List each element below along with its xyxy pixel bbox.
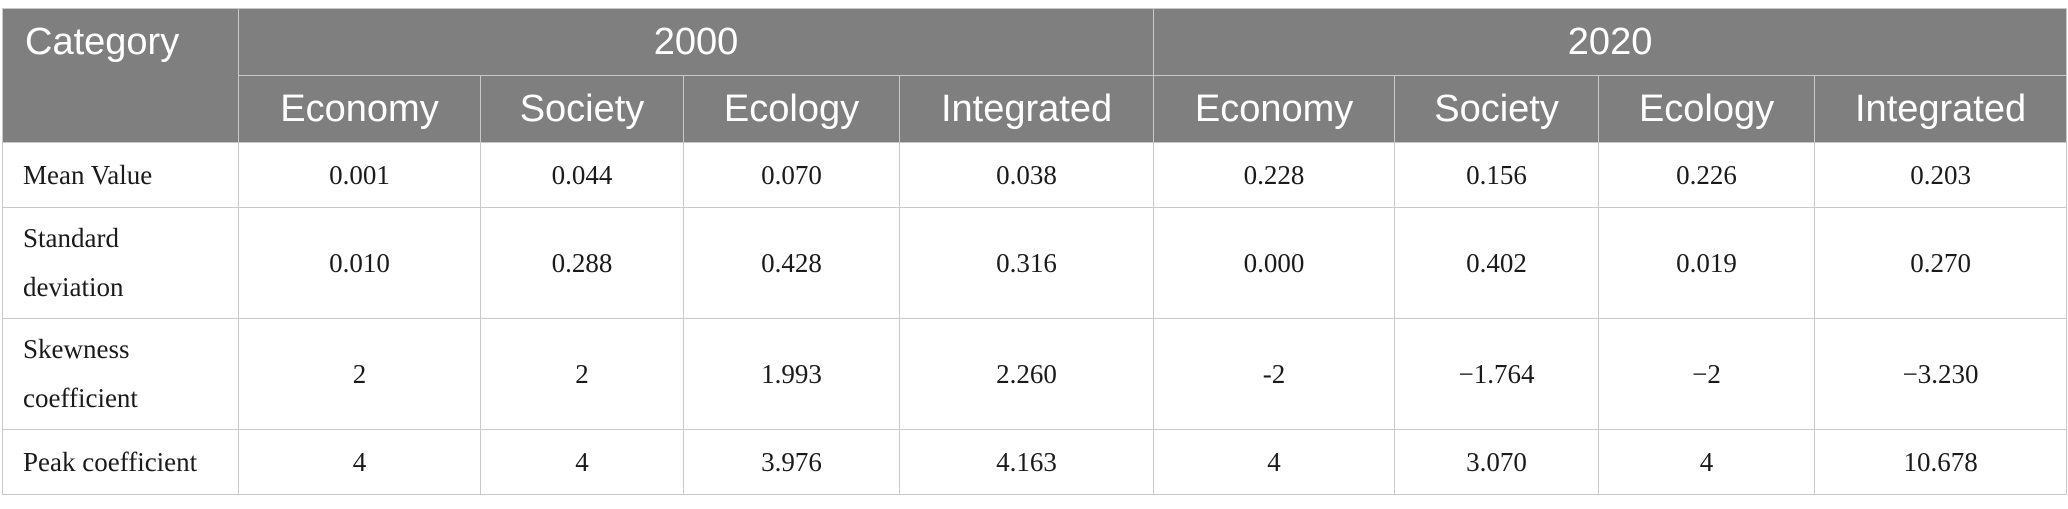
header-row-dimensions: Economy Society Ecology Integrated Econo…: [3, 75, 2068, 143]
row-label: Peak coefficient: [2, 429, 239, 495]
row-label-line: deviation: [23, 272, 124, 302]
row-label-line: coefficient: [23, 383, 138, 413]
table-cell: 0.270: [1814, 207, 2068, 319]
col-header-integrated-2020: Integrated: [1814, 75, 2068, 143]
table-cell: −1.764: [1394, 318, 1600, 430]
col-header-society-2020: Society: [1394, 75, 1600, 143]
table-cell: 0.316: [898, 207, 1155, 319]
table-cell: 1.993: [683, 318, 900, 430]
table-cell: 3.070: [1394, 429, 1600, 495]
table-cell: 0.010: [238, 207, 481, 319]
year-header-2000: 2000: [237, 8, 1155, 76]
table-cell: 0.000: [1153, 207, 1396, 319]
table-cell: 0.001: [238, 142, 481, 208]
table-cell: −2: [1598, 318, 1816, 430]
col-header-society-2000: Society: [480, 75, 684, 143]
table-cell: 4: [480, 429, 684, 495]
table-cell: 4: [1153, 429, 1396, 495]
row-label: Skewness coefficient: [2, 318, 239, 430]
table-row-standard-deviation: Standard deviation 0.010 0.288 0.428 0.31…: [2, 207, 2068, 319]
table-cell: 2: [480, 318, 684, 430]
row-label-line: Mean Value: [23, 159, 153, 190]
table-cell: 0.070: [683, 142, 900, 208]
table-cell: -2: [1153, 318, 1396, 430]
table-cell: 0.019: [1598, 207, 1816, 319]
col-header-integrated-2000: Integrated: [898, 75, 1155, 143]
table-cell: 0.226: [1598, 142, 1816, 208]
statistics-table: Category 2000 2020 Economy Society Ecolo…: [2, 8, 2068, 495]
table-row-skewness-coefficient: Skewness coefficient 2 2 1.993 2.260 -2 −…: [2, 318, 2068, 430]
table-cell: 4: [1598, 429, 1816, 495]
table-cell: 0.228: [1153, 142, 1396, 208]
year-header-2020: 2020: [1153, 8, 2068, 76]
row-label-line: Peak coefficient: [23, 446, 198, 477]
table-cell: 0.402: [1394, 207, 1600, 319]
table-cell: 0.288: [480, 207, 684, 319]
col-header-ecology-2000: Ecology: [683, 75, 900, 143]
table-cell: 0.044: [480, 142, 684, 208]
table-cell: 0.038: [898, 142, 1155, 208]
col-header-ecology-2020: Ecology: [1598, 75, 1816, 143]
table-cell: 2.260: [898, 318, 1155, 430]
category-header: Category: [2, 8, 239, 143]
table-cell: 10.678: [1814, 429, 2068, 495]
table-cell: 0.428: [683, 207, 900, 319]
table-cell: 3.976: [683, 429, 900, 495]
row-label: Mean Value: [2, 142, 239, 208]
table-cell: −3.230: [1814, 318, 2068, 430]
table-container: Category 2000 2020 Economy Society Ecolo…: [2, 8, 2068, 495]
table-cell: 2: [238, 318, 481, 430]
table-cell: 4: [238, 429, 481, 495]
col-header-economy-2000: Economy: [238, 75, 481, 143]
table-cell: 0.156: [1394, 142, 1600, 208]
row-label-line: Skewness: [23, 334, 130, 364]
header-row-years: Category 2000 2020: [2, 8, 2068, 143]
table-row-peak-coefficient: Peak coefficient 4 4 3.976 4.163 4 3.070…: [2, 429, 2068, 495]
table-cell: 0.203: [1814, 142, 2068, 208]
col-header-economy-2020: Economy: [1153, 75, 1396, 143]
row-label: Standard deviation: [2, 207, 239, 319]
table-cell: 4.163: [898, 429, 1155, 495]
table-row-mean-value: Mean Value 0.001 0.044 0.070 0.038 0.228…: [2, 142, 2068, 208]
row-label-line: Standard: [23, 223, 119, 253]
